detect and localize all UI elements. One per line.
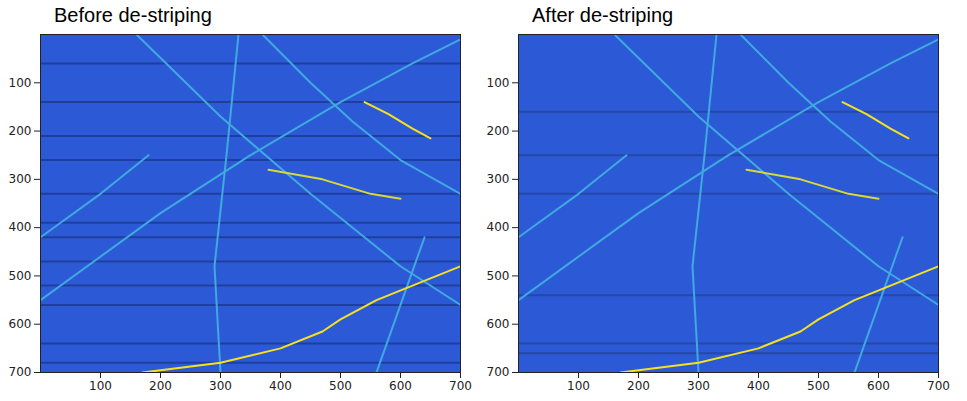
html-text:Before de-striping: Before de-striping <box>54 4 212 26</box>
svg-text:100: 100 <box>487 76 510 90</box>
svg-text:700: 700 <box>927 379 950 393</box>
svg-text:200: 200 <box>487 124 510 138</box>
svg-text:200: 200 <box>9 124 32 138</box>
svg-text:200: 200 <box>149 379 172 393</box>
svg-text:500: 500 <box>807 379 830 393</box>
svg-text:700: 700 <box>9 365 32 379</box>
svg-text:400: 400 <box>9 220 32 234</box>
svg-text:300: 300 <box>9 172 32 186</box>
svg-text:700: 700 <box>449 379 472 393</box>
svg-text:400: 400 <box>487 220 510 234</box>
html-text:After de-striping: After de-striping <box>532 4 674 26</box>
svg-text:300: 300 <box>209 379 232 393</box>
svg-text:700: 700 <box>487 365 510 379</box>
svg-text:100: 100 <box>89 379 112 393</box>
svg-text:100: 100 <box>9 76 32 90</box>
svg-text:300: 300 <box>487 172 510 186</box>
svg-text:500: 500 <box>329 379 352 393</box>
svg-text:200: 200 <box>627 379 650 393</box>
svg-text:100: 100 <box>567 379 590 393</box>
svg-text:500: 500 <box>9 269 32 283</box>
svg-text:600: 600 <box>867 379 890 393</box>
svg-text:400: 400 <box>269 379 292 393</box>
svg-text:300: 300 <box>687 379 710 393</box>
svg-text:400: 400 <box>747 379 770 393</box>
svg-text:600: 600 <box>487 317 510 331</box>
svg-text:600: 600 <box>9 317 32 331</box>
svg-text:500: 500 <box>487 269 510 283</box>
svg-text:600: 600 <box>389 379 412 393</box>
